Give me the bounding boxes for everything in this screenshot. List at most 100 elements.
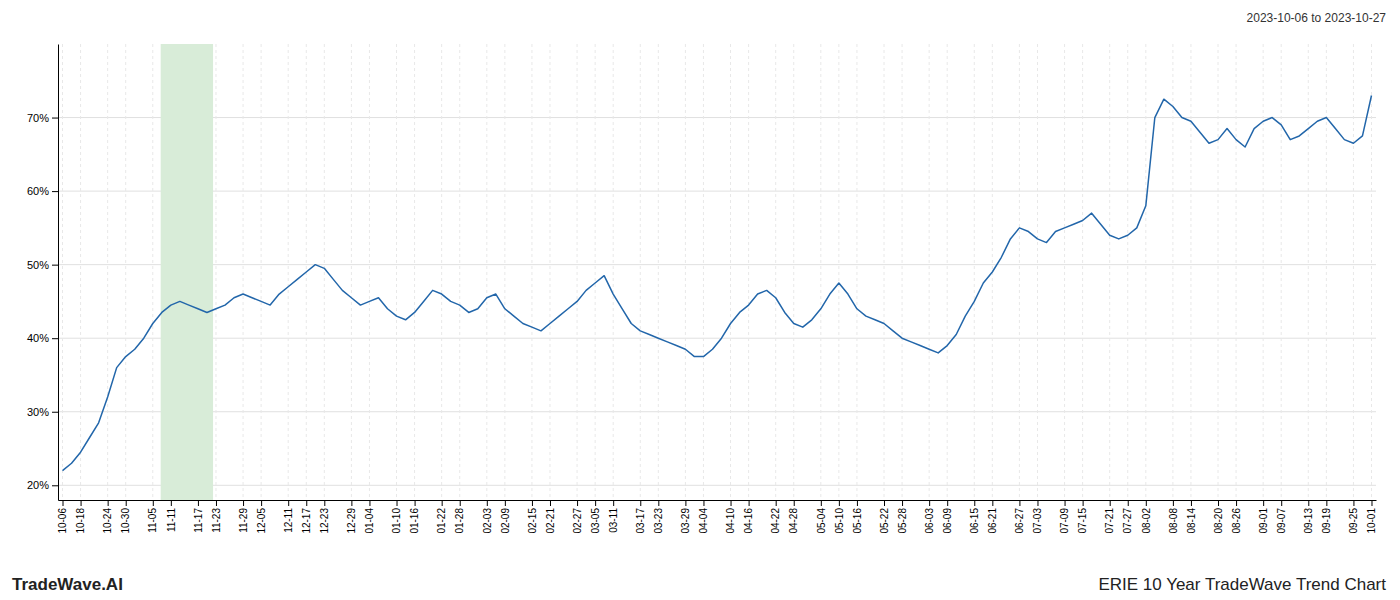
x-tick-mark: [369, 500, 370, 506]
x-tick-label: 10-30: [120, 508, 131, 534]
x-tick-label: 10-18: [75, 508, 86, 534]
x-tick-mark: [640, 500, 641, 506]
grid-line-y: [58, 411, 1376, 412]
x-tick: 10-01: [1366, 500, 1377, 534]
x-tick-mark: [613, 500, 614, 506]
y-tick-label: 60%: [27, 185, 49, 197]
x-tick-label: 06-15: [969, 508, 980, 534]
x-tick-mark: [776, 500, 777, 506]
x-tick-mark: [685, 500, 686, 506]
grid-line-x: [793, 44, 794, 500]
grid-line-x: [902, 44, 903, 500]
x-tick: 09-13: [1303, 500, 1314, 534]
x-tick-mark: [974, 500, 975, 506]
plot-area: 10-0610-1810-2410-3011-0511-1111-1711-23…: [27, 44, 1377, 534]
x-tick: 12-11: [283, 500, 294, 533]
grid-line-x: [658, 44, 659, 500]
grid-line-x: [459, 44, 460, 500]
x-tick-mark: [460, 500, 461, 506]
x-tick: 12-29: [346, 500, 357, 534]
x-tick-mark: [839, 500, 840, 506]
x-tick-label: 08-02: [1141, 508, 1152, 534]
grid-line-x: [1145, 44, 1146, 500]
grid-line-x: [396, 44, 397, 500]
title: ERIE 10 Year TradeWave Trend Chart: [1098, 575, 1386, 594]
x-tick: 10-30: [120, 500, 131, 534]
x-tick-label: 06-27: [1014, 508, 1025, 534]
x-tick: 11-23: [211, 500, 222, 533]
x-tick: 01-16: [409, 500, 420, 534]
x-tick-mark: [351, 500, 352, 506]
x-tick-label: 11-17: [193, 508, 204, 533]
x-tick-label: 09-01: [1258, 508, 1269, 534]
x-tick-mark: [1065, 500, 1066, 506]
x-tick-label: 10-24: [102, 508, 113, 534]
grid-line-x: [369, 44, 370, 500]
x-tick-label: 02-15: [527, 508, 538, 534]
y-tick: 50%: [27, 259, 58, 271]
grid-line-y: [58, 485, 1376, 486]
grid-line-x: [1281, 44, 1282, 500]
x-tick-mark: [1037, 500, 1038, 506]
x-tick-mark: [1083, 500, 1084, 506]
x-tick-label: 09-19: [1321, 508, 1332, 534]
x-tick-label: 08-26: [1231, 508, 1242, 534]
x-tick: 03-05: [590, 500, 601, 534]
grid-line-x: [261, 44, 262, 500]
x-tick: 11-11: [166, 500, 177, 532]
grid-line-x: [324, 44, 325, 500]
y-axis-line: [58, 45, 59, 501]
x-tick: 06-09: [942, 500, 953, 534]
x-tick-mark: [261, 500, 262, 506]
x-tick-label: 05-10: [834, 508, 845, 534]
x-tick-mark: [171, 500, 172, 506]
x-tick-label: 01-04: [364, 508, 375, 534]
x-tick: 03-17: [635, 500, 646, 534]
x-tick-label: 07-15: [1077, 508, 1088, 534]
y-tick-mark: [52, 118, 58, 119]
grid-line-x: [640, 44, 641, 500]
y-tick: 40%: [27, 332, 58, 344]
chart-svg: 10-0610-1810-2410-3011-0511-1111-1711-23…: [0, 0, 1400, 600]
x-tick-mark: [216, 500, 217, 506]
y-tick-mark: [52, 191, 58, 192]
x-tick: 12-17: [301, 500, 312, 534]
x-tick: 02-15: [527, 500, 538, 534]
grid-line-x: [1082, 44, 1083, 500]
x-tick-mark: [1236, 500, 1237, 506]
x-tick: 11-17: [193, 500, 204, 533]
x-tick-label: 09-25: [1348, 508, 1359, 534]
x-tick-mark: [1173, 500, 1174, 506]
grid-line-x: [504, 44, 505, 500]
x-tick-label: 01-16: [409, 508, 420, 534]
x-tick: 12-05: [256, 500, 267, 534]
x-tick: 10-18: [75, 500, 86, 534]
x-tick-label: 03-17: [635, 508, 646, 534]
x-axis: 10-0610-1810-2410-3011-0511-1111-1711-23…: [57, 500, 1377, 534]
x-tick: 08-08: [1168, 500, 1179, 534]
x-tick: 07-27: [1122, 500, 1133, 534]
x-tick-mark: [198, 500, 199, 506]
grid-line-x: [685, 44, 686, 500]
x-tick-mark: [1326, 500, 1327, 506]
grid-line-y: [58, 191, 1376, 192]
x-tick-label: 10-01: [1366, 508, 1377, 534]
x-tick-label: 07-21: [1104, 508, 1115, 534]
x-tick-label: 04-10: [725, 508, 736, 534]
x-tick: 03-11: [608, 500, 619, 533]
grid-line-x: [974, 44, 975, 500]
x-tick-mark: [857, 500, 858, 506]
grid-line-x: [1190, 44, 1191, 500]
x-tick-mark: [243, 500, 244, 506]
x-tick: 01-10: [391, 500, 402, 534]
x-tick-label: 05-04: [816, 508, 827, 534]
x-tick-label: 07-27: [1122, 508, 1133, 534]
y-tick: 60%: [27, 185, 58, 197]
trend-line: [63, 95, 1372, 470]
grid-line-x: [441, 44, 442, 500]
x-tick: 08-20: [1213, 500, 1224, 534]
x-tick: 12-23: [319, 500, 330, 534]
grid-line-x: [531, 44, 532, 500]
x-tick-label: 10-06: [57, 508, 68, 534]
x-tick-mark: [81, 500, 82, 506]
